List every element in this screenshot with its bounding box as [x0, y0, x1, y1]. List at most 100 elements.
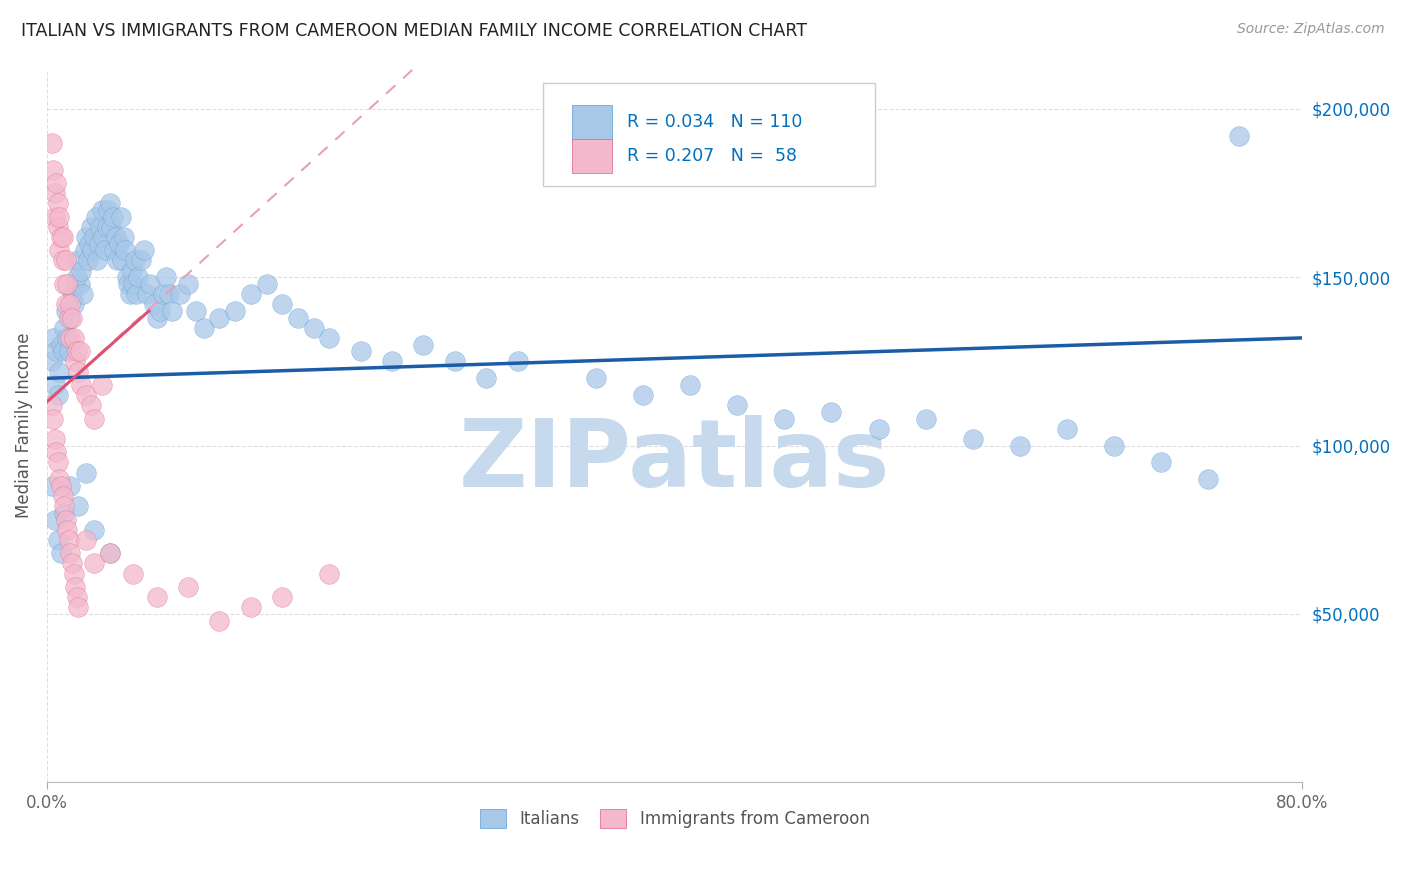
Point: [62, 297, 84, 311]
Point: [86, 253, 108, 268]
Point: [97, 202, 120, 217]
Point: [914, 411, 936, 425]
Point: [80, 398, 103, 412]
Point: [93, 230, 115, 244]
Legend: Italians, Immigrants from Cameroon: Italians, Immigrants from Cameroon: [472, 802, 876, 835]
Point: [48, 472, 70, 486]
Point: [124, 253, 146, 268]
Point: [60, 557, 83, 571]
Point: [42, 331, 65, 345]
Point: [62, 566, 84, 581]
Point: [59, 310, 82, 325]
Point: [122, 566, 145, 581]
Point: [1229, 128, 1251, 143]
Point: [67, 365, 90, 379]
Point: [63, 580, 86, 594]
Point: [506, 354, 529, 368]
Point: [108, 236, 131, 251]
Point: [46, 533, 69, 547]
Point: [145, 590, 167, 604]
Point: [475, 371, 498, 385]
Point: [820, 405, 842, 419]
Point: [62, 331, 84, 345]
Point: [412, 337, 434, 351]
Point: [169, 287, 191, 301]
Point: [66, 590, 89, 604]
Point: [44, 513, 66, 527]
Point: [45, 445, 67, 459]
Point: [45, 344, 67, 359]
Point: [75, 388, 97, 402]
Point: [56, 523, 79, 537]
Point: [1056, 422, 1078, 436]
Point: [98, 546, 121, 560]
Point: [67, 500, 90, 514]
Point: [145, 310, 167, 325]
Point: [48, 365, 70, 379]
Point: [53, 506, 76, 520]
Point: [59, 479, 82, 493]
Point: [49, 479, 72, 493]
Point: [56, 331, 79, 345]
Point: [58, 533, 80, 547]
Point: [444, 354, 467, 368]
Point: [136, 287, 159, 301]
Point: [44, 210, 66, 224]
Point: [46, 455, 69, 469]
Point: [45, 176, 67, 190]
Text: R = 0.207   N =  58: R = 0.207 N = 58: [627, 147, 797, 165]
Point: [129, 253, 152, 268]
Text: Source: ZipAtlas.com: Source: ZipAtlas.com: [1237, 22, 1385, 37]
Point: [177, 580, 200, 594]
Point: [46, 219, 69, 234]
Point: [90, 202, 112, 217]
Point: [44, 186, 66, 200]
Point: [75, 466, 97, 480]
Point: [42, 411, 65, 425]
Point: [350, 344, 373, 359]
Point: [127, 270, 149, 285]
Point: [66, 270, 89, 285]
Point: [89, 219, 111, 234]
Point: [52, 489, 75, 503]
Point: [271, 297, 294, 311]
Point: [55, 297, 77, 311]
Point: [46, 388, 69, 402]
Point: [67, 253, 90, 268]
Point: [49, 337, 72, 351]
Point: [287, 310, 309, 325]
Point: [177, 277, 200, 291]
Point: [49, 230, 72, 244]
Point: [83, 230, 105, 244]
Point: [48, 210, 70, 224]
Point: [121, 263, 143, 277]
Point: [46, 196, 69, 211]
Point: [101, 210, 124, 224]
Point: [41, 398, 63, 412]
Point: [94, 244, 117, 258]
Point: [139, 277, 162, 291]
Point: [193, 320, 215, 334]
Point: [66, 344, 89, 359]
Point: [49, 546, 72, 560]
Point: [162, 304, 184, 318]
Point: [41, 354, 63, 368]
Point: [83, 411, 105, 425]
Point: [76, 253, 98, 268]
Point: [56, 277, 79, 291]
Point: [100, 219, 122, 234]
Point: [208, 614, 231, 628]
Point: [75, 533, 97, 547]
Point: [585, 371, 607, 385]
Point: [90, 378, 112, 392]
Point: [80, 219, 103, 234]
Y-axis label: Median Family Income: Median Family Income: [15, 333, 32, 518]
Point: [256, 277, 278, 291]
Point: [868, 422, 890, 436]
Point: [111, 253, 134, 268]
Point: [55, 253, 77, 268]
Point: [70, 378, 93, 392]
Point: [72, 287, 94, 301]
Point: [52, 344, 75, 359]
Point: [122, 277, 145, 291]
